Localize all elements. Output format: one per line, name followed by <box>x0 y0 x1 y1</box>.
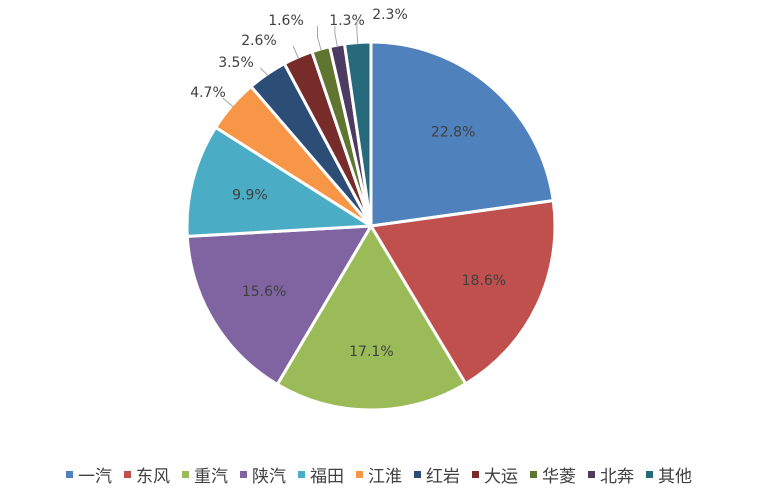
legend-swatch-4 <box>240 471 247 478</box>
pie-slice-5 <box>185 125 373 238</box>
leader-line-10 <box>334 26 338 48</box>
slice-label-1: 22.8% <box>431 125 475 141</box>
pie-slice-2 <box>369 199 557 386</box>
pie-slice-4 <box>185 224 373 386</box>
legend-swatch-5 <box>298 471 305 478</box>
legend-item-9: 华菱 <box>530 462 576 487</box>
slice-label-6: 4.7% <box>190 85 226 101</box>
leader-line-8 <box>292 45 300 60</box>
legend-swatch-8 <box>472 471 479 478</box>
legend-item-2: 东风 <box>124 462 170 487</box>
legend-label-5: 福田 <box>310 467 344 487</box>
slice-label-7: 3.5% <box>218 55 254 71</box>
legend-label-6: 江淮 <box>368 467 402 487</box>
legend-swatch-3 <box>182 471 189 478</box>
slice-label-10: 1.3% <box>329 13 365 29</box>
legend-item-7: 红岩 <box>414 462 460 487</box>
leader-line-11 <box>356 20 359 45</box>
legend-item-3: 重汽 <box>182 462 228 487</box>
legend-label-2: 东风 <box>136 467 170 487</box>
legend-label-3: 重汽 <box>194 467 228 487</box>
pie-slice-1 <box>369 40 555 228</box>
pie-slice-3 <box>275 224 468 412</box>
legend-label-9: 华菱 <box>542 467 576 487</box>
slice-label-2: 18.6% <box>462 273 506 289</box>
legend-item-6: 江淮 <box>356 462 402 487</box>
legend-swatch-10 <box>588 471 595 478</box>
legend-swatch-7 <box>414 471 421 478</box>
legend-item-5: 福田 <box>298 462 344 487</box>
legend: 一汽 东风 重汽 陕汽 福田 江淮 红岩 大运 华菱 北奔 其他 <box>0 462 758 487</box>
legend-swatch-11 <box>646 471 653 478</box>
legend-item-8: 大运 <box>472 462 518 487</box>
slice-label-3: 17.1% <box>349 344 393 360</box>
legend-item-11: 其他 <box>646 462 692 487</box>
slice-label-8: 2.6% <box>241 33 277 49</box>
legend-label-7: 红岩 <box>426 467 460 487</box>
legend-label-1: 一汽 <box>78 467 112 487</box>
leader-line-9 <box>317 26 322 52</box>
legend-swatch-6 <box>356 471 363 478</box>
legend-label-10: 北奔 <box>600 467 634 487</box>
legend-item-4: 陕汽 <box>240 462 286 487</box>
legend-label-4: 陕汽 <box>252 467 286 487</box>
slice-label-11: 2.3% <box>372 7 408 23</box>
legend-label-8: 大运 <box>484 467 518 487</box>
slice-label-5: 9.9% <box>232 188 268 204</box>
leader-line-6 <box>222 97 234 108</box>
legend-item-10: 北奔 <box>588 462 634 487</box>
legend-item-1: 一汽 <box>66 462 112 487</box>
legend-swatch-1 <box>66 471 73 478</box>
slice-label-9: 1.6% <box>268 13 304 29</box>
leader-line-7 <box>259 67 269 77</box>
legend-swatch-9 <box>530 471 537 478</box>
legend-swatch-2 <box>124 471 131 478</box>
slice-label-4: 15.6% <box>242 284 286 300</box>
legend-label-11: 其他 <box>658 467 692 487</box>
